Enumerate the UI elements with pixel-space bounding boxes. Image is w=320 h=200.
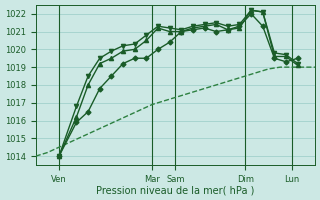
X-axis label: Pression niveau de la mer( hPa ): Pression niveau de la mer( hPa ) <box>96 185 255 195</box>
